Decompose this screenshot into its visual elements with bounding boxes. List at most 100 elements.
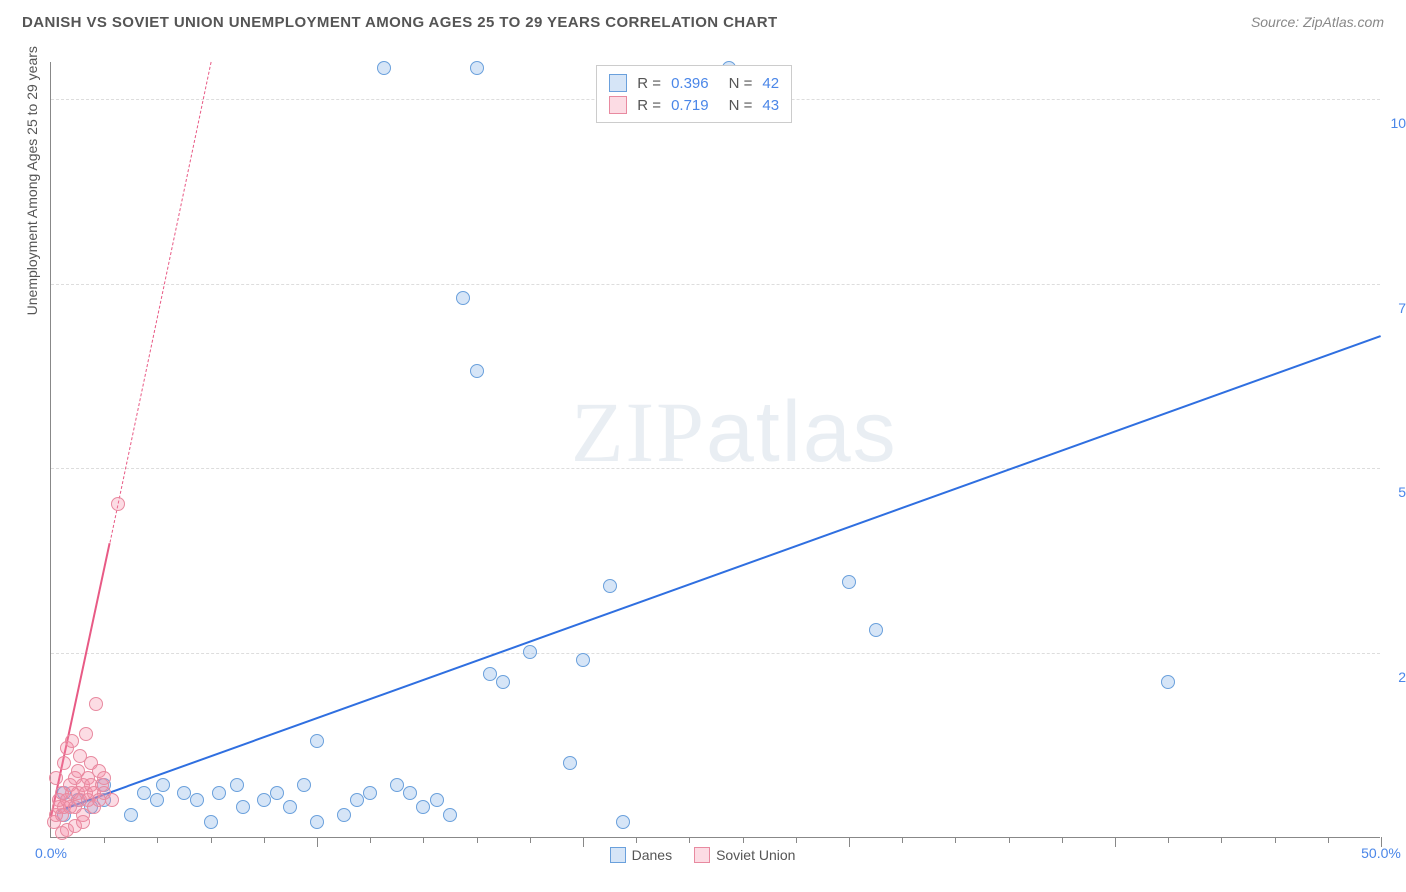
data-point	[1161, 675, 1175, 689]
x-tick	[157, 837, 158, 843]
data-point	[363, 786, 377, 800]
data-point	[212, 786, 226, 800]
legend-n-label: N =	[729, 75, 753, 92]
legend-row: R = 0.719 N = 43	[609, 94, 779, 116]
legend-r-label: R =	[637, 75, 661, 92]
legend-n-value: 43	[762, 97, 779, 114]
x-tick	[583, 837, 584, 847]
data-point	[257, 793, 271, 807]
data-point	[79, 727, 93, 741]
x-tick	[211, 837, 212, 843]
data-point	[483, 667, 497, 681]
legend-item: Soviet Union	[694, 847, 795, 863]
x-tick	[689, 837, 690, 843]
data-point	[869, 623, 883, 637]
data-point	[137, 786, 151, 800]
data-point	[430, 793, 444, 807]
x-tick	[1115, 837, 1116, 847]
x-tick	[849, 837, 850, 847]
x-tick	[264, 837, 265, 843]
data-point	[65, 734, 79, 748]
data-point	[76, 815, 90, 829]
data-point	[283, 800, 297, 814]
data-point	[89, 697, 103, 711]
x-tick	[955, 837, 956, 843]
data-point	[563, 756, 577, 770]
x-tick	[1328, 837, 1329, 843]
header: DANISH VS SOVIET UNION UNEMPLOYMENT AMON…	[0, 0, 1406, 46]
data-point	[416, 800, 430, 814]
legend-swatch	[609, 74, 627, 92]
data-point	[576, 653, 590, 667]
data-point	[124, 808, 138, 822]
data-point	[97, 771, 111, 785]
data-point	[49, 771, 63, 785]
data-point	[496, 675, 510, 689]
series-legend: Danes Soviet Union	[610, 847, 796, 863]
x-tick	[1062, 837, 1063, 843]
data-point	[105, 793, 119, 807]
data-point	[177, 786, 191, 800]
data-point	[111, 497, 125, 511]
legend-swatch	[609, 96, 627, 114]
trend-line-extrapolated	[109, 62, 211, 543]
data-point	[310, 734, 324, 748]
data-point	[603, 579, 617, 593]
grid-line	[51, 653, 1380, 654]
y-axis-title: Unemployment Among Ages 25 to 29 years	[24, 46, 40, 315]
data-point	[523, 645, 537, 659]
legend-swatch	[610, 847, 626, 863]
data-point	[270, 786, 284, 800]
x-tick	[796, 837, 797, 843]
x-tick	[370, 837, 371, 843]
x-tick	[1009, 837, 1010, 843]
chart-title: DANISH VS SOVIET UNION UNEMPLOYMENT AMON…	[22, 14, 778, 31]
y-tick-label: 25.0%	[1384, 669, 1406, 685]
legend-r-value: 0.396	[671, 75, 709, 92]
x-tick	[423, 837, 424, 843]
data-point	[456, 291, 470, 305]
x-tick	[1168, 837, 1169, 843]
y-tick-label: 75.0%	[1384, 300, 1406, 316]
data-point	[236, 800, 250, 814]
legend-item: Danes	[610, 847, 672, 863]
data-point	[377, 61, 391, 75]
x-tick	[104, 837, 105, 843]
data-point	[842, 575, 856, 589]
y-tick-label: 50.0%	[1384, 484, 1406, 500]
x-tick	[477, 837, 478, 843]
y-tick-label: 100.0%	[1384, 115, 1406, 131]
x-tick	[317, 837, 318, 847]
correlation-legend: R = 0.396 N = 42 R = 0.719 N = 43	[596, 65, 792, 123]
data-point	[443, 808, 457, 822]
legend-row: R = 0.396 N = 42	[609, 72, 779, 94]
scatter-plot: ZIPatlas 25.0%50.0%75.0%100.0%0.0%50.0%R…	[50, 62, 1380, 838]
grid-line	[51, 468, 1380, 469]
legend-n-value: 42	[762, 75, 779, 92]
data-point	[337, 808, 351, 822]
legend-n-label: N =	[729, 97, 753, 114]
watermark: ZIPatlas	[571, 382, 898, 482]
data-point	[57, 756, 71, 770]
data-point	[156, 778, 170, 792]
data-point	[470, 364, 484, 378]
legend-r-value: 0.719	[671, 97, 709, 114]
legend-r-label: R =	[637, 97, 661, 114]
legend-swatch	[694, 847, 710, 863]
data-point	[403, 786, 417, 800]
data-point	[150, 793, 164, 807]
data-point	[297, 778, 311, 792]
x-tick	[743, 837, 744, 843]
x-tick-label: 0.0%	[35, 845, 67, 861]
data-point	[310, 815, 324, 829]
data-point	[204, 815, 218, 829]
x-tick	[902, 837, 903, 843]
data-point	[190, 793, 204, 807]
x-tick	[636, 837, 637, 843]
x-tick	[530, 837, 531, 843]
data-point	[470, 61, 484, 75]
source-attribution: Source: ZipAtlas.com	[1251, 14, 1384, 30]
grid-line	[51, 284, 1380, 285]
data-point	[230, 778, 244, 792]
data-point	[616, 815, 630, 829]
